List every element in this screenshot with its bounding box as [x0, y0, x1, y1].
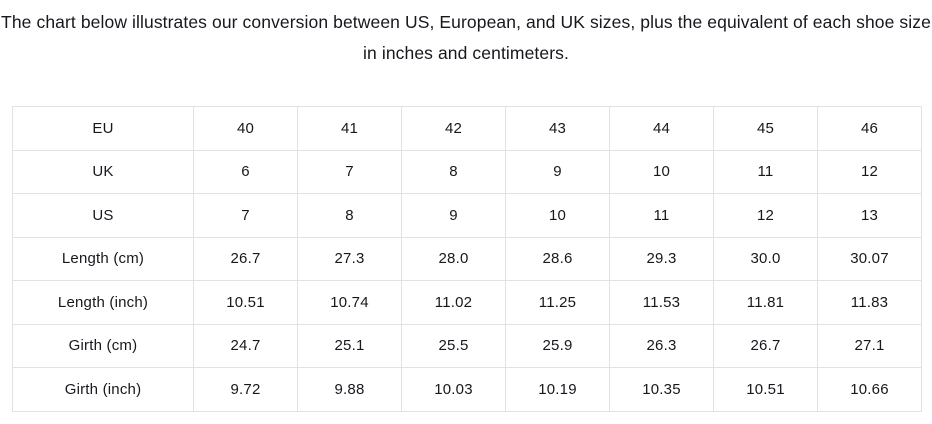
table-row-girth-inch: Girth (inch) 9.72 9.88 10.03 10.19 10.35…: [12, 367, 922, 412]
row-label: US: [12, 193, 194, 238]
table-cell: 10.74: [297, 280, 402, 325]
row-label: Girth (cm): [12, 323, 194, 368]
table-cell: 11: [609, 193, 714, 238]
table-cell: 9: [401, 193, 506, 238]
table-cell: 40: [193, 106, 298, 151]
row-label: Length (inch): [12, 280, 194, 325]
row-label: EU: [12, 106, 194, 151]
table-cell: 10: [505, 193, 610, 238]
table-row-length-inch: Length (inch) 10.51 10.74 11.02 11.25 11…: [12, 280, 922, 325]
table-cell: 26.3: [609, 323, 714, 368]
table-cell: 9: [505, 149, 610, 194]
table-cell: 42: [401, 106, 506, 151]
table-row-us: US 7 8 9 10 11 12 13: [12, 193, 922, 238]
table-cell: 9.88: [297, 367, 402, 412]
table-cell: 11.53: [609, 280, 714, 325]
table-cell: 13: [817, 193, 922, 238]
table-cell: 8: [297, 193, 402, 238]
table-cell: 25.5: [401, 323, 506, 368]
table-cell: 27.3: [297, 236, 402, 281]
table-cell: 11.25: [505, 280, 610, 325]
table-cell: 11: [713, 149, 818, 194]
table-cell: 26.7: [713, 323, 818, 368]
table-cell: 28.0: [401, 236, 506, 281]
row-label: Girth (inch): [12, 367, 194, 412]
table-cell: 25.1: [297, 323, 402, 368]
table-cell: 26.7: [193, 236, 298, 281]
table-cell: 30.0: [713, 236, 818, 281]
table-cell: 29.3: [609, 236, 714, 281]
table-cell: 10.35: [609, 367, 714, 412]
table-cell: 10.66: [817, 367, 922, 412]
table-cell: 25.9: [505, 323, 610, 368]
table-cell: 8: [401, 149, 506, 194]
page-title: The chart below illustrates our conversi…: [1, 12, 931, 63]
table-cell: 11.81: [713, 280, 818, 325]
table-cell: 43: [505, 106, 610, 151]
table-row-length-cm: Length (cm) 26.7 27.3 28.0 28.6 29.3 30.…: [12, 236, 922, 281]
table-row-eu: EU 40 41 42 43 44 45 46: [12, 106, 922, 151]
table-cell: 24.7: [193, 323, 298, 368]
table-cell: 10.19: [505, 367, 610, 412]
table-cell: 12: [713, 193, 818, 238]
table-cell: 11.02: [401, 280, 506, 325]
table-cell: 46: [817, 106, 922, 151]
table-cell: 44: [609, 106, 714, 151]
table-cell: 10.51: [713, 367, 818, 412]
table-cell: 41: [297, 106, 402, 151]
table-cell: 7: [193, 193, 298, 238]
table-cell: 28.6: [505, 236, 610, 281]
table-row-uk: UK 6 7 8 9 10 11 12: [12, 149, 922, 194]
table-cell: 10.51: [193, 280, 298, 325]
table-row-girth-cm: Girth (cm) 24.7 25.1 25.5 25.9 26.3 26.7…: [12, 323, 922, 368]
table-cell: 30.07: [817, 236, 922, 281]
table-cell: 6: [193, 149, 298, 194]
table-cell: 7: [297, 149, 402, 194]
table-cell: 27.1: [817, 323, 922, 368]
table-cell: 11.83: [817, 280, 922, 325]
table-cell: 12: [817, 149, 922, 194]
table-cell: 10: [609, 149, 714, 194]
size-conversion-table: EU 40 41 42 43 44 45 46 UK 6 7 8 9 10 11…: [12, 106, 922, 412]
row-label: UK: [12, 149, 194, 194]
table-cell: 10.03: [401, 367, 506, 412]
table-cell: 45: [713, 106, 818, 151]
row-label: Length (cm): [12, 236, 194, 281]
table-cell: 9.72: [193, 367, 298, 412]
